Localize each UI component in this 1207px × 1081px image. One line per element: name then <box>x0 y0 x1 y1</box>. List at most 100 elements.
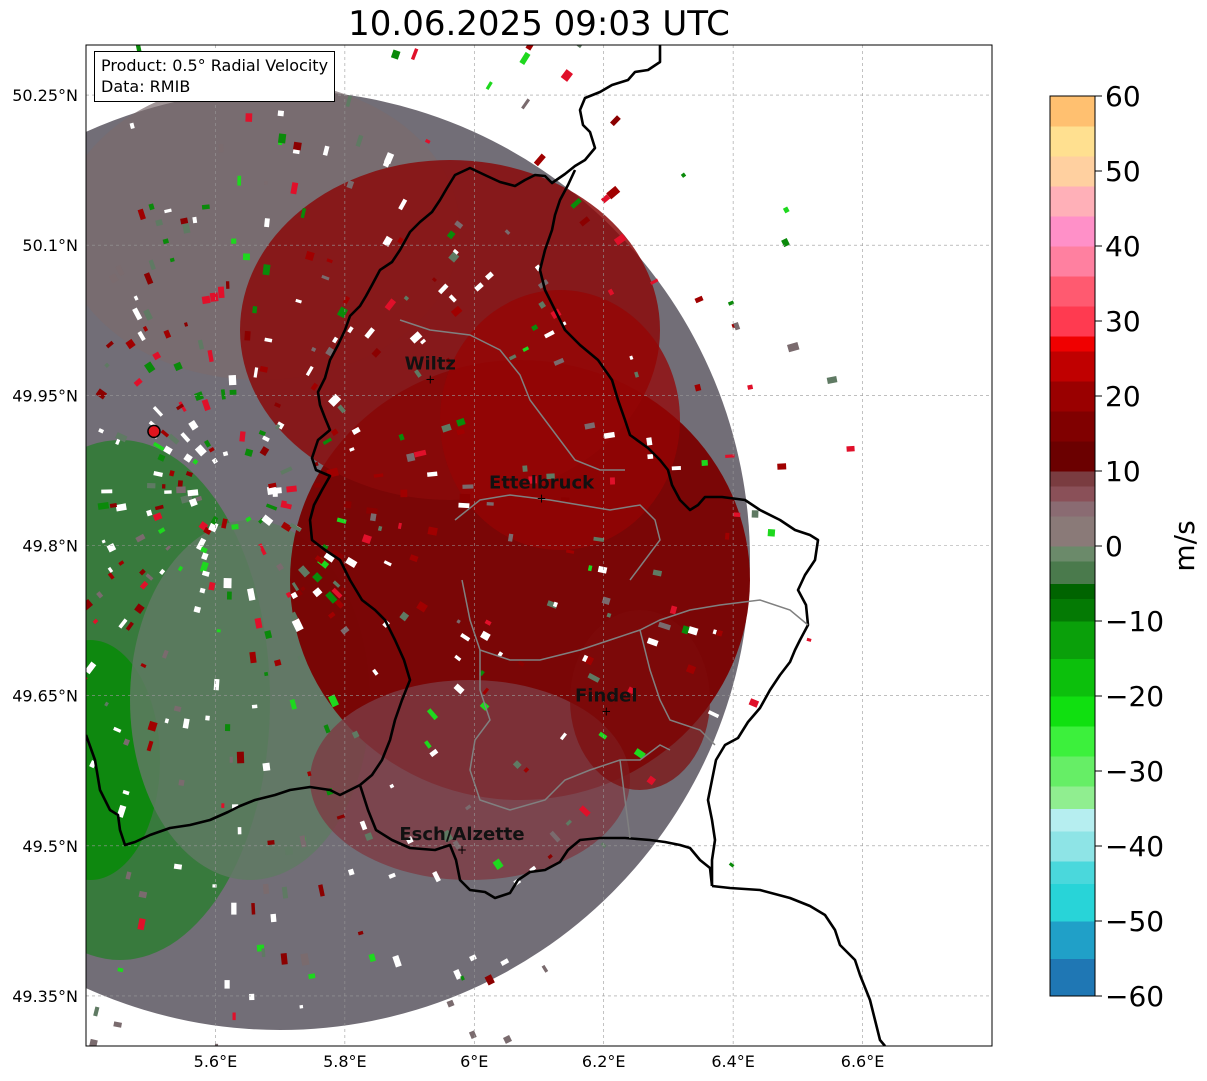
velocity-speckle <box>199 561 209 573</box>
velocity-speckle <box>598 731 608 740</box>
velocity-speckle <box>176 486 186 494</box>
velocity-speckle <box>647 454 654 460</box>
velocity-speckle <box>578 805 591 817</box>
velocity-speckle <box>152 351 162 361</box>
velocity-speckle <box>727 300 735 306</box>
velocity-speckle <box>293 35 297 38</box>
velocity-speckle <box>394 29 400 39</box>
velocity-speckle <box>264 180 268 185</box>
velocity-speckle <box>177 565 184 572</box>
velocity-speckle <box>512 760 522 770</box>
velocity-speckle <box>299 835 307 848</box>
velocity-speckle <box>244 448 254 457</box>
velocity-speckle <box>826 376 838 384</box>
velocity-speckle <box>162 484 166 489</box>
velocity-speckle <box>249 651 257 664</box>
velocity-speckle <box>560 69 573 82</box>
velocity-speckle <box>327 694 339 708</box>
velocity-speckle <box>482 687 490 695</box>
velocity-speckle <box>207 349 214 363</box>
velocity-speckle <box>318 884 325 897</box>
velocity-speckle <box>33 124 41 133</box>
velocity-speckle <box>0 337 5 342</box>
velocity-speckle <box>214 1043 219 1046</box>
velocity-speckle <box>609 477 616 485</box>
graticule <box>86 45 992 1046</box>
velocity-speckle <box>200 546 208 554</box>
velocity-speckle <box>613 233 627 246</box>
velocity-speckle <box>41 367 48 375</box>
velocity-speckle <box>600 194 611 204</box>
velocity-speckle <box>351 730 360 739</box>
velocity-speckle <box>229 756 233 763</box>
velocity-speckle <box>138 890 148 899</box>
velocity-speckle <box>146 509 153 517</box>
velocity-speckle <box>164 208 172 214</box>
velocity-speckle <box>646 637 659 647</box>
velocity-speckles <box>0 21 886 1046</box>
velocity-speckle <box>45 211 55 221</box>
velocity-speckle <box>650 278 659 285</box>
velocity-speckle <box>445 357 453 366</box>
lon-tick-label: 6.4°E <box>711 1052 755 1071</box>
velocity-speckle <box>163 445 173 455</box>
velocity-speckle <box>236 751 245 764</box>
velocity-speckle <box>173 361 183 372</box>
velocity-speckle <box>382 235 393 247</box>
velocity-speckle <box>73 860 81 866</box>
velocity-speckle <box>438 283 449 295</box>
velocity-speckle <box>322 437 333 445</box>
velocity-speckle <box>139 580 149 590</box>
velocity-speckle <box>201 570 210 577</box>
velocity-speckle <box>388 872 396 879</box>
velocity-speckle <box>441 423 452 433</box>
velocity-speckle <box>289 522 302 533</box>
velocity-speckle <box>44 515 50 521</box>
velocity-speckle <box>224 980 230 989</box>
velocity-speckle <box>293 141 302 151</box>
velocity-speckle <box>874 565 886 572</box>
velocity-speckle <box>220 389 226 400</box>
city-label: Wiltz <box>405 353 456 374</box>
velocity-speckle <box>42 189 46 194</box>
velocity-speckle <box>123 738 130 746</box>
velocity-speckle <box>62 910 69 922</box>
velocity-speckle <box>221 803 225 808</box>
velocity-speckle <box>584 422 596 430</box>
velocity-speckle <box>694 295 704 304</box>
velocity-speckle <box>148 259 156 271</box>
velocity-speckle <box>211 21 217 26</box>
velocity-speckle <box>701 459 708 466</box>
velocity-speckle <box>254 28 258 37</box>
velocity-speckle <box>657 621 672 631</box>
velocity-speckle <box>707 710 720 719</box>
velocity-speckle <box>217 286 225 299</box>
velocity-speckle <box>175 41 180 45</box>
velocity-speckle <box>340 625 350 635</box>
velocity-speckle <box>231 523 239 530</box>
velocity-speckle <box>312 572 323 583</box>
velocity-speckle <box>571 100 580 108</box>
velocity-speckle <box>671 466 681 471</box>
velocity-speckle <box>201 398 211 412</box>
velocity-speckle <box>261 948 266 958</box>
velocity-speckle <box>258 429 266 437</box>
velocity-speckle <box>115 438 121 445</box>
velocity-speckle <box>195 495 203 502</box>
velocity-speckle <box>454 654 462 662</box>
velocity-speckle <box>460 633 471 642</box>
velocity-speckle <box>183 453 193 463</box>
country-borders <box>86 45 886 1046</box>
velocity-speckle <box>403 295 410 301</box>
velocity-speckle <box>776 592 787 598</box>
velocity-speckle <box>416 601 428 613</box>
velocity-speckle <box>500 958 510 966</box>
velocity-speckle <box>132 307 143 321</box>
velocity-speckle <box>458 502 470 509</box>
velocity-speckle <box>748 698 760 708</box>
velocity-speckle <box>197 339 205 350</box>
velocity-speckle <box>782 206 790 214</box>
velocity-speckle <box>164 718 170 724</box>
velocity-speckle <box>806 637 812 642</box>
velocity-speckle <box>508 354 517 361</box>
